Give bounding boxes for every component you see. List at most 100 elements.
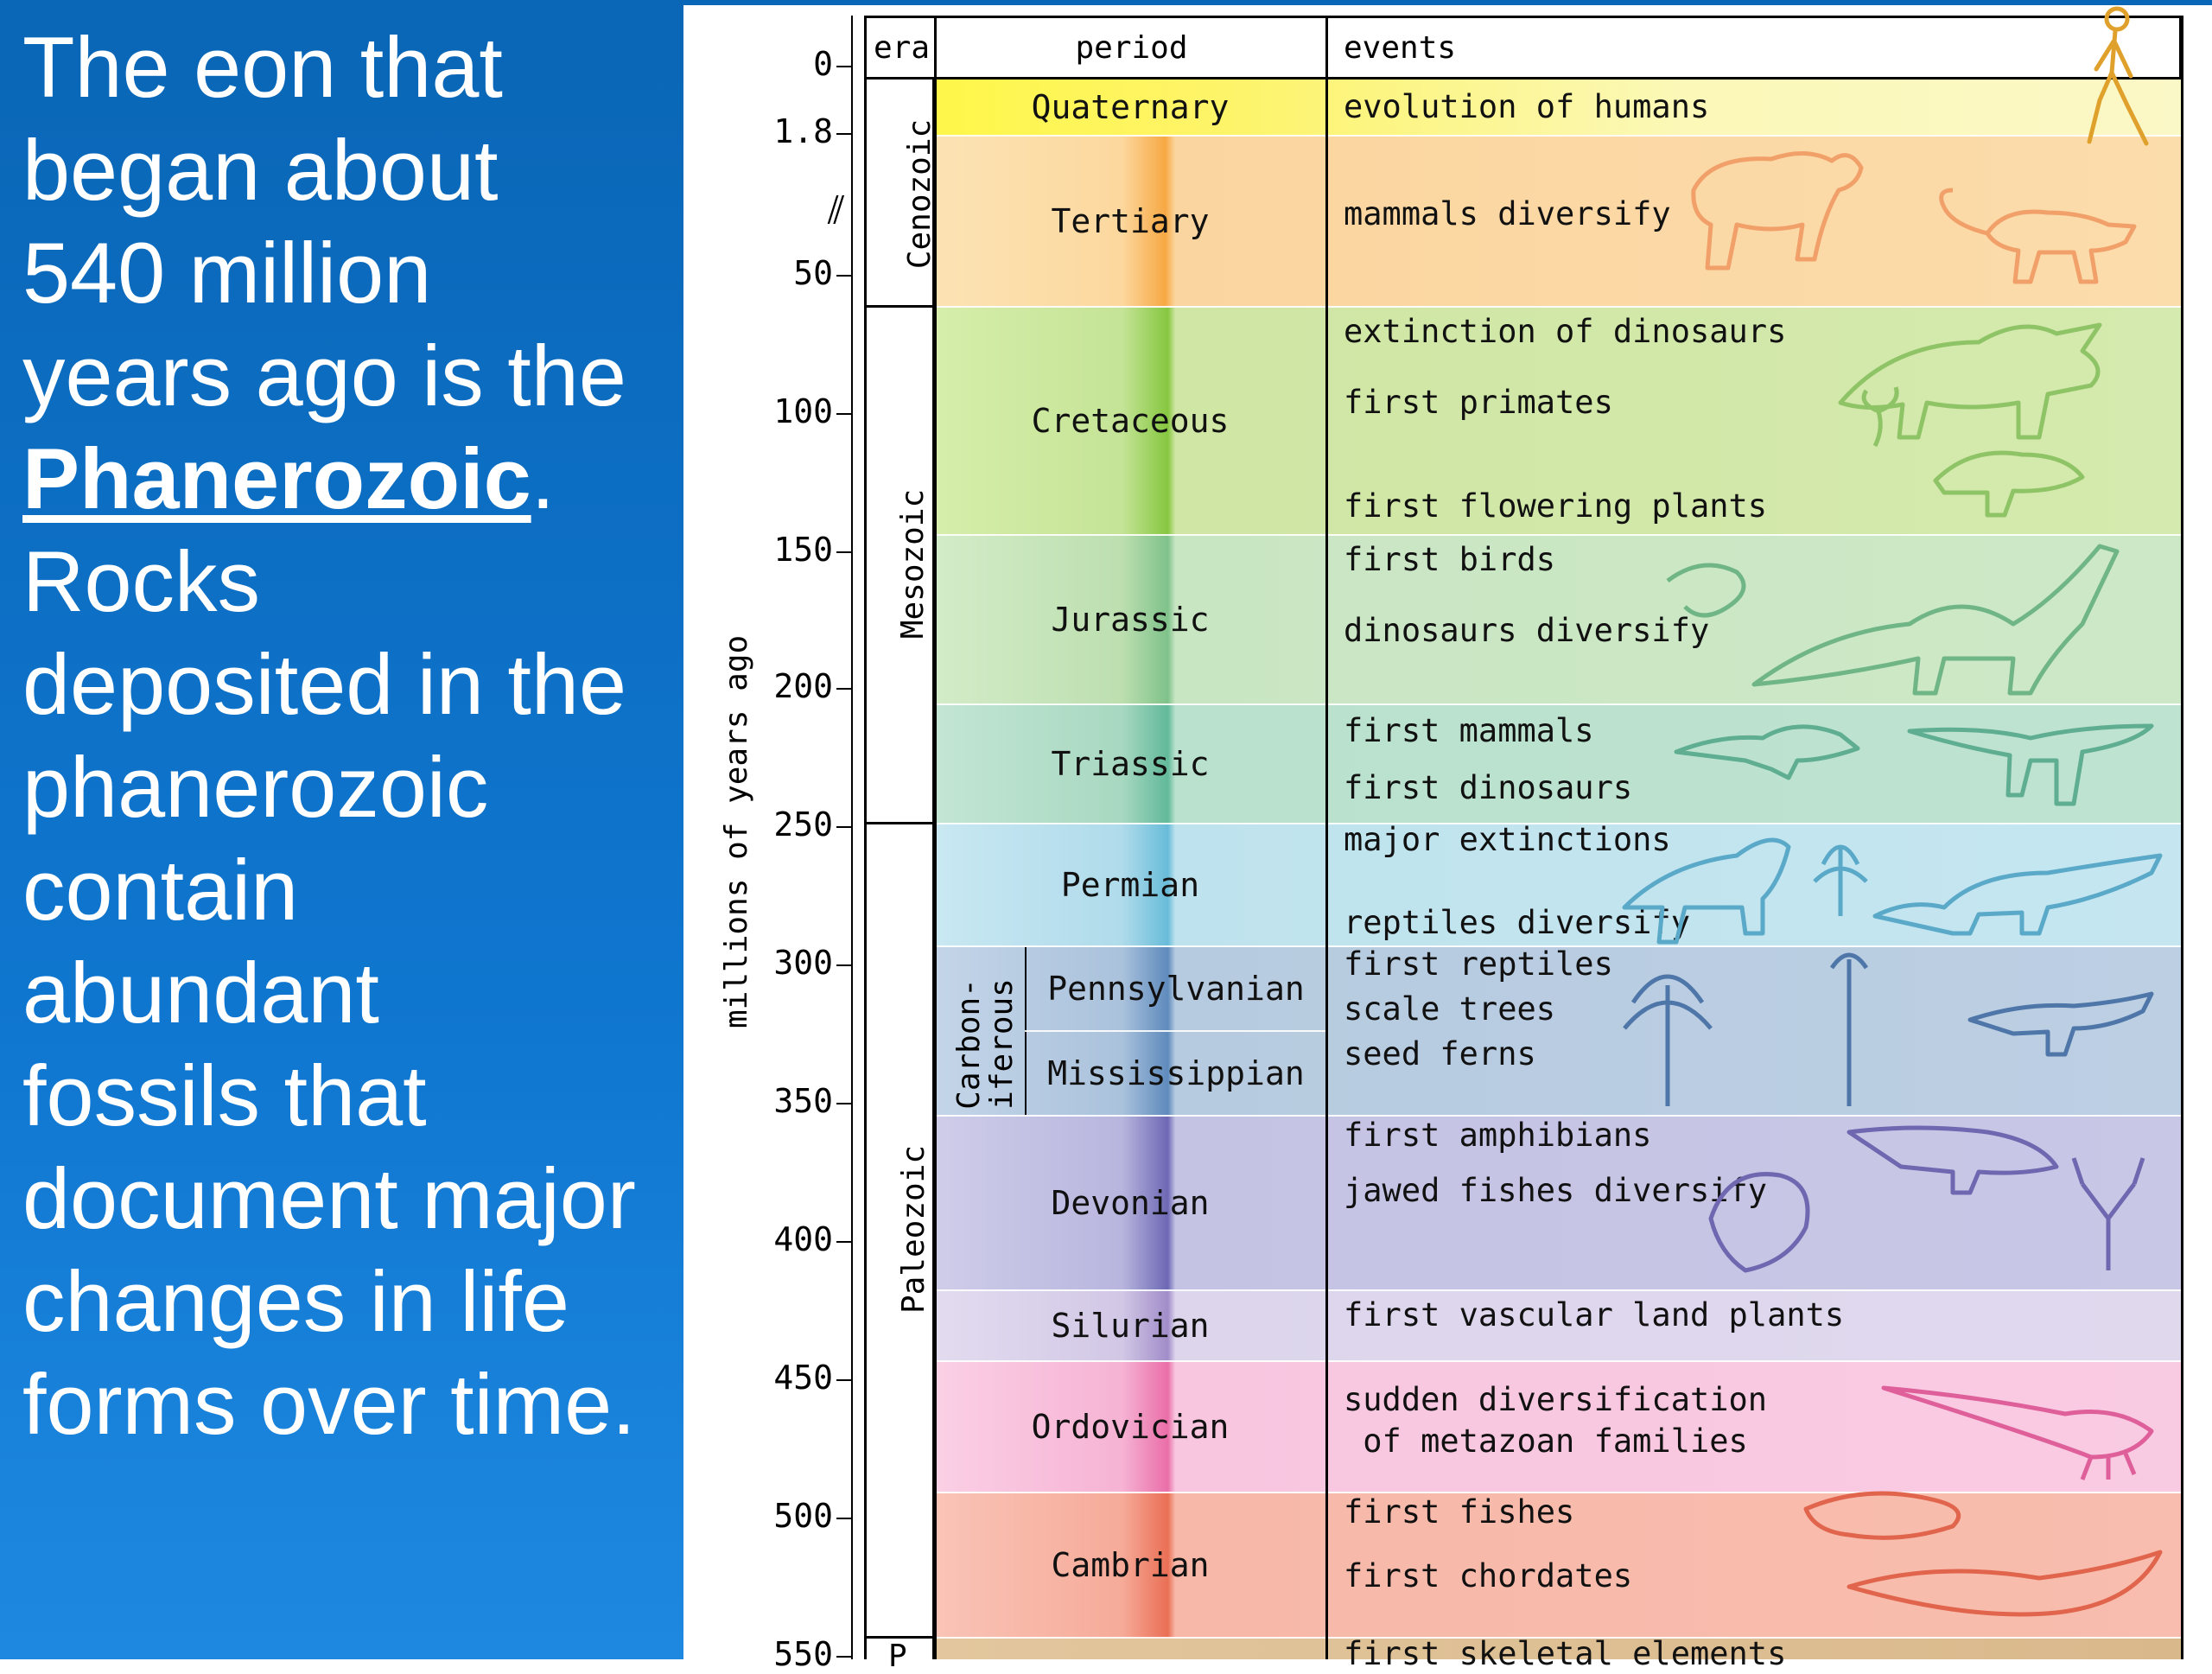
axis-title: millions of years ago: [719, 634, 754, 1028]
text-line: phanerozoic: [22, 739, 489, 835]
text-line: forms over time.: [22, 1356, 636, 1452]
event-text: dinosaurs diversify: [1344, 612, 1710, 649]
event-text: first birds: [1344, 541, 1556, 578]
top-band: [683, 0, 2212, 5]
header-events: events: [1326, 16, 2182, 80]
band-tertiary: [935, 137, 2181, 309]
period-silurian: Silurian: [1051, 1307, 1210, 1345]
era-mesozoic: [864, 308, 935, 824]
human-icon: [2087, 6, 2149, 146]
era-paleozoic: [864, 824, 935, 1639]
event-text: mammals diversify: [1344, 195, 1671, 232]
carboniferous-label: Carbon- iferous: [951, 978, 1020, 1110]
event-text: scale trees: [1344, 990, 1556, 1028]
axis-tick-label: 500: [773, 1497, 833, 1535]
period-triassic: Triassic: [1051, 745, 1210, 783]
axis-tick: [836, 1656, 852, 1658]
band-triassic: [935, 705, 2181, 825]
divider-events-left: [1325, 16, 1328, 1659]
mammal-icon: [1691, 150, 2137, 284]
axis-tick: [836, 1379, 852, 1381]
text-line: The eon that: [22, 19, 503, 115]
cambrian-fish-icon: [1803, 1491, 2163, 1617]
axis-tick: [836, 551, 852, 553]
axis-tick-label: 1.8: [773, 112, 833, 150]
text-line: contain: [22, 842, 299, 938]
event-text: seed ferns: [1344, 1035, 1536, 1073]
permian-reptile-icon: [1622, 837, 2163, 945]
event-text: jawed fishes diversify: [1344, 1172, 1768, 1209]
band-ordovician: [935, 1362, 2181, 1494]
band-silurian: [935, 1291, 2181, 1363]
period-pennsylvanian: Pennsylvanian: [1047, 970, 1305, 1008]
axis-tick-label: 400: [773, 1220, 833, 1258]
event-text: first reptiles: [1344, 945, 1613, 983]
scale-tree-icon: [1623, 952, 2154, 1106]
axis-tick-label: 350: [773, 1082, 833, 1120]
band-quaternary: [935, 80, 2181, 137]
axis-tick-label: 300: [773, 944, 833, 982]
keyword-phanerozoic: Phanerozoic: [22, 430, 531, 526]
fish-amphibian-icon: [1708, 1125, 2145, 1273]
era-label-cenozoic: Cenozoic: [902, 118, 938, 270]
text-line: 540 million: [22, 225, 432, 321]
event-text: first amphibians: [1344, 1117, 1652, 1154]
band-cretaceous: [935, 308, 2181, 537]
axis-tick: [836, 1103, 852, 1104]
period-tertiary: Tertiary: [1051, 202, 1210, 240]
event-text: first chordates: [1344, 1557, 1633, 1594]
axis-tick: [836, 1518, 852, 1519]
text-line: Rocks: [22, 533, 261, 629]
text-line: began about: [22, 122, 499, 218]
axis-tick: [836, 688, 852, 690]
axis-tick: [836, 133, 852, 135]
divider-carbon-split: [1025, 1030, 1325, 1032]
event-text: first dinosaurs: [1344, 769, 1633, 806]
period-cambrian: Cambrian: [1051, 1546, 1210, 1584]
band-devonian: [935, 1117, 2181, 1292]
event-text: major extinctions: [1344, 821, 1671, 858]
era-label-mesozoic: Mesozoic: [895, 488, 931, 640]
band-carboniferous: [935, 947, 2181, 1117]
period-ordovician: Ordovician: [1031, 1408, 1230, 1446]
period-quaternary: Quaternary: [1031, 88, 1230, 126]
axis-tick-label: 550: [773, 1635, 833, 1673]
axis-tick-label: 50: [793, 254, 833, 292]
period-mississippian: Mississippian: [1047, 1054, 1305, 1092]
left-panel: The eon that began about 540 million yea…: [0, 0, 683, 1659]
axis-tick-label: 200: [773, 667, 833, 705]
divider-right: [2181, 16, 2183, 1659]
text-line: years ago is the: [22, 328, 626, 423]
axis-tick-label: 150: [773, 531, 833, 569]
text-line: abundant: [22, 945, 379, 1041]
event-text: first skeletal elements: [1344, 1635, 1787, 1672]
era-next: [864, 1639, 935, 1659]
text-line: document major: [22, 1150, 636, 1246]
period-permian: Permian: [1060, 866, 1200, 904]
period-jurassic: Jurassic: [1051, 601, 1210, 639]
event-text: reptiles diversify: [1344, 904, 1690, 941]
band-cambrian: [935, 1493, 2181, 1639]
era-cenozoic: [864, 80, 935, 308]
axis-tick-label: 100: [773, 392, 833, 430]
axis-tick-label: 250: [773, 805, 833, 843]
event-text: evolution of humans: [1344, 88, 1710, 125]
era-label-partial: P: [888, 1639, 907, 1674]
event-text: first primates: [1344, 384, 1613, 421]
axis-tick: [836, 66, 852, 67]
description-text: The eon that began about 540 million yea…: [22, 16, 679, 1455]
event-text: first mammals: [1344, 712, 1594, 749]
axis-tick: [836, 964, 852, 966]
event-text: of metazoan families: [1344, 1423, 1748, 1460]
sauropod-icon: [1666, 544, 2120, 696]
event-text: first vascular land plants: [1344, 1296, 1845, 1333]
axis-tick-label: 450: [773, 1359, 833, 1397]
text-line: Phanerozoic.: [22, 427, 679, 530]
band-jurassic: [935, 536, 2181, 706]
header-period: period: [935, 16, 1328, 80]
event-text: first flowering plants: [1344, 487, 1768, 525]
keyword-suffix: .: [531, 430, 556, 526]
divider-period-left: [934, 16, 937, 1659]
time-axis: [851, 16, 853, 1659]
period-devonian: Devonian: [1051, 1184, 1210, 1222]
